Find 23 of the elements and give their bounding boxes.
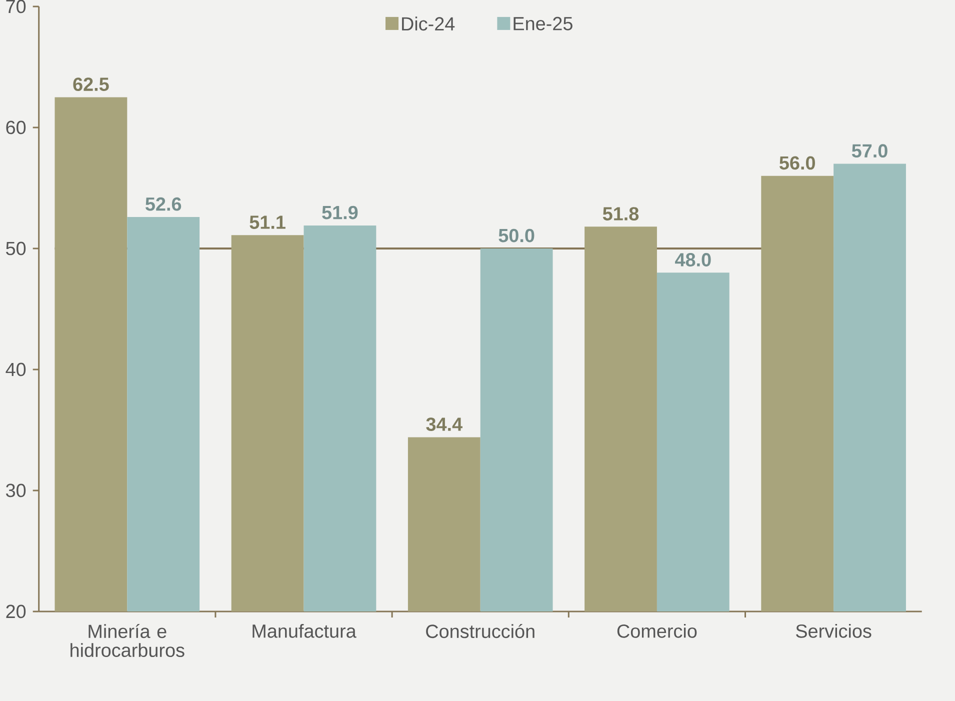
data-label: 48.0 xyxy=(675,253,711,266)
data-label: 57.0 xyxy=(852,144,888,158)
y-tick-label: 60 xyxy=(6,120,26,134)
data-label: 34.4 xyxy=(426,418,462,432)
y-tick-label: 50 xyxy=(6,242,26,256)
x-tick-label: Comercio xyxy=(617,624,697,638)
data-label: 50.0 xyxy=(498,228,534,242)
data-label: 52.6 xyxy=(146,197,182,211)
x-tick-label: Servicios xyxy=(796,624,872,638)
x-tick-label: Construcción xyxy=(426,624,534,638)
x-tick-label: Minería e hidrocarburos xyxy=(70,624,184,658)
data-label: 51.9 xyxy=(322,206,358,220)
data-label: 51.1 xyxy=(250,216,286,229)
data-label: 62.5 xyxy=(73,78,109,91)
data-label: 56.0 xyxy=(780,156,815,170)
y-tick-label: 70 xyxy=(6,0,26,14)
data-label: 51.8 xyxy=(602,207,639,220)
y-tick-label: 30 xyxy=(6,484,26,498)
y-tick-label: 40 xyxy=(6,362,26,376)
y-tick-label: 20 xyxy=(6,604,26,618)
legend-label: Ene-25 xyxy=(514,16,572,30)
x-tick-label: Manufactura xyxy=(252,624,356,638)
legend-label: Dic-24 xyxy=(402,16,455,31)
